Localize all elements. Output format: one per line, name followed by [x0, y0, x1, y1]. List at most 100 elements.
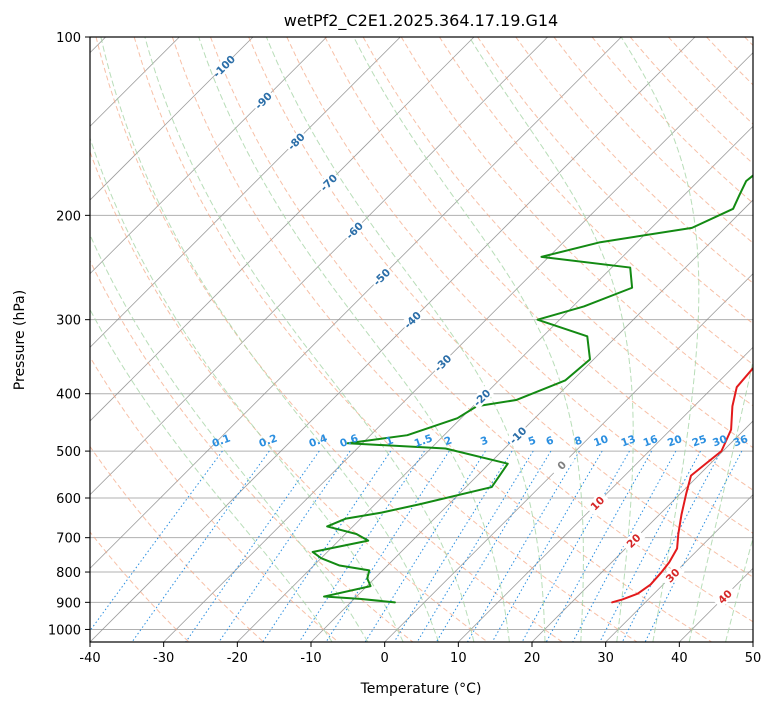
- mixing-ratio-label: 36: [732, 433, 750, 449]
- y-tick-label: 700: [56, 532, 81, 547]
- isotherm-label-bg: [211, 54, 236, 79]
- isotherm-line: [237, 125, 753, 642]
- dry-adiabat-line: [400, 37, 753, 407]
- y-axis-label: Pressure (hPa): [12, 290, 28, 390]
- mixing-ratio-line: [262, 450, 392, 642]
- dry-adiabat-line: [324, 37, 753, 491]
- chart-title: wetPf2_C2E1.2025.364.17.19.G14: [284, 11, 558, 31]
- isotherm-label-bg: [400, 307, 425, 332]
- dry-adiabat-line: [90, 150, 488, 642]
- axes: -40 -30 -20 -10 0 10 20 30 40 5010020030040050060…: [48, 31, 761, 666]
- x-tick-label: -40: [79, 651, 100, 666]
- mixing-ratio-line: [90, 450, 223, 632]
- isotherm-label-bg: [251, 88, 276, 113]
- isotherm-line: [384, 273, 753, 642]
- y-tick-label: 300: [56, 314, 81, 329]
- background-lines: [90, 37, 753, 642]
- isotherm-line: [90, 37, 622, 569]
- isotherm-label-bg: [660, 563, 685, 588]
- mixing-ratio-label: 30: [711, 433, 729, 449]
- dry-adiabat-line: [90, 356, 339, 642]
- x-tick-label: 30: [597, 651, 614, 666]
- x-tick-label: 50: [745, 651, 762, 666]
- x-tick-label: 20: [524, 651, 541, 666]
- y-tick-label: 500: [56, 445, 81, 460]
- mixing-ratio-label: 20: [666, 433, 684, 449]
- mixing-ratio-line: [599, 450, 701, 642]
- mixing-ratio-line: [218, 450, 351, 642]
- mixing-ratio-line: [393, 450, 513, 642]
- x-tick-label: -20: [227, 651, 248, 666]
- mixing-ratio-label: 0.4: [307, 432, 329, 450]
- isotherm-label-bg: [469, 385, 494, 410]
- mixing-ratio-line: [644, 450, 743, 642]
- y-tick-label: 900: [56, 596, 81, 611]
- mixing-ratio-line: [621, 450, 722, 642]
- isotherm-line: [90, 37, 254, 201]
- mixing-ratio-label: 8: [573, 434, 584, 448]
- mixing-ratio-label: 25: [691, 433, 709, 449]
- dry-adiabat-line: [171, 37, 712, 642]
- moist-adiabat-line: [265, 37, 546, 642]
- moist-adiabat-line: [90, 308, 333, 642]
- dry-adiabat-line: [133, 37, 638, 642]
- mixing-ratio-label: 3: [479, 434, 490, 448]
- y-tick-label: 800: [56, 566, 81, 581]
- dry-adiabat-line: [95, 37, 563, 642]
- dry-adiabat-line: [515, 37, 753, 284]
- isotherm-label-bg: [712, 584, 737, 609]
- isotherm-line: [605, 494, 753, 642]
- mixing-ratio-label: 1.5: [413, 432, 435, 450]
- isotherm-line: [90, 37, 548, 496]
- x-tick-label: -10: [300, 651, 321, 666]
- dry-adiabat-line: [477, 37, 753, 325]
- isotherm-label-bg: [342, 218, 367, 243]
- dry-adiabat-line: [248, 37, 753, 578]
- isotherm-line: [90, 37, 327, 275]
- mixing-ratio-line: [185, 450, 320, 642]
- moist-adiabat-line: [353, 37, 584, 642]
- mixing-ratio-label: 5: [527, 434, 538, 448]
- y-tick-label: 200: [56, 209, 81, 224]
- temperature-profile-line: [611, 366, 753, 604]
- x-tick-label: 10: [450, 651, 467, 666]
- plot-frame: [89, 36, 754, 643]
- y-tick-label: 400: [56, 388, 81, 403]
- mixing-ratio-line: [416, 450, 534, 642]
- isotherm-line: [163, 52, 753, 642]
- mixing-ratio-line: [521, 450, 630, 642]
- moist-adiabat-line: [620, 37, 700, 642]
- mixing-ratio-label: 0.1: [211, 432, 233, 450]
- isotherm-label-bg: [505, 423, 530, 448]
- mixing-ratio-label: 1: [384, 434, 395, 448]
- isotherm-label-bg: [369, 264, 394, 289]
- dry-adiabat-line: [286, 37, 753, 534]
- y-tick-label: 600: [56, 492, 81, 507]
- isotherm-label-bg: [549, 453, 574, 478]
- x-axis-label: Temperature (°C): [360, 681, 482, 697]
- isotherm-label-bg: [621, 528, 646, 553]
- isotherm-line: [458, 346, 753, 642]
- isotherm-label-bg: [316, 170, 341, 195]
- dry-adiabat-line: [90, 445, 264, 642]
- x-tick-label: -30: [153, 651, 174, 666]
- dry-adiabat-line: [90, 531, 190, 642]
- y-tick-label: 100: [56, 31, 81, 46]
- dry-adiabat-line: [439, 37, 753, 366]
- mixing-ratio-label: 0.2: [257, 432, 279, 450]
- mixing-ratio-line: [545, 450, 653, 642]
- y-tick-label: 1000: [48, 623, 81, 638]
- moist-adiabat-line: [725, 536, 753, 642]
- mixing-ratio-label: 10: [592, 433, 610, 449]
- isotherm-line: [90, 37, 696, 642]
- isotherm-label-bg: [585, 491, 610, 516]
- mixing-ratio-label: 13: [620, 433, 638, 449]
- mixing-ratio-label: 6: [544, 434, 555, 448]
- mixing-ratio-line: [491, 450, 603, 642]
- moist-adiabat-line: [144, 37, 475, 642]
- isotherm-label-bg: [283, 129, 309, 154]
- moist-adiabat-line: [100, 37, 440, 642]
- dry-adiabat-line: [362, 37, 753, 449]
